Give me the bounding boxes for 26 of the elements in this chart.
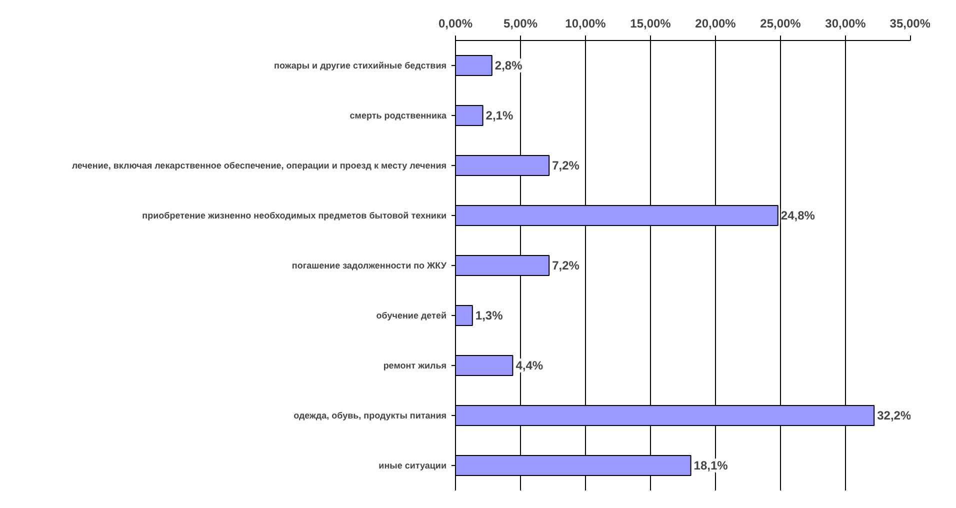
data-label: 1,3% xyxy=(475,308,504,322)
data-label: 2,8% xyxy=(494,58,523,72)
y-tick-label: пожары и другие стихийные бедствия xyxy=(274,60,447,70)
x-tick-label: 10,00% xyxy=(565,16,606,30)
x-tick-label: 5,00% xyxy=(503,16,538,30)
data-label: 24,8% xyxy=(780,208,816,222)
y-tick-label: погашение задолженности по ЖКУ xyxy=(292,260,447,270)
y-tick-label: обучение детей xyxy=(376,310,447,320)
y-tick-label: иные ситуации xyxy=(378,460,447,470)
y-tick-label: ремонт жилья xyxy=(383,360,447,370)
x-tick-label: 30,00% xyxy=(825,16,866,30)
data-label: 18,1% xyxy=(694,458,728,472)
x-tick-label: 0,00% xyxy=(438,16,473,30)
x-tick-label: 20,00% xyxy=(695,16,736,30)
x-tick-label: 15,00% xyxy=(630,16,672,30)
y-tick-label: лечение, включая лекарственное обеспечение, операции и проезд к месту лечения xyxy=(72,160,446,170)
y-tick-label: приобретение жизненно необходимых предметов бытовой техники xyxy=(142,210,447,220)
data-label: 7,2% xyxy=(552,258,580,272)
data-label: 2,1% xyxy=(486,108,514,122)
x-tick-label: 35,00% xyxy=(890,16,931,30)
data-label: 4,4% xyxy=(516,358,544,372)
y-tick-label: смерть родственника xyxy=(350,110,448,120)
data-label: 7,2% xyxy=(552,158,580,172)
y-tick-label: одежда, обувь, продукты питания xyxy=(294,410,447,420)
x-tick-label: 25,00% xyxy=(760,16,802,30)
data-label: 32,2% xyxy=(877,408,912,422)
